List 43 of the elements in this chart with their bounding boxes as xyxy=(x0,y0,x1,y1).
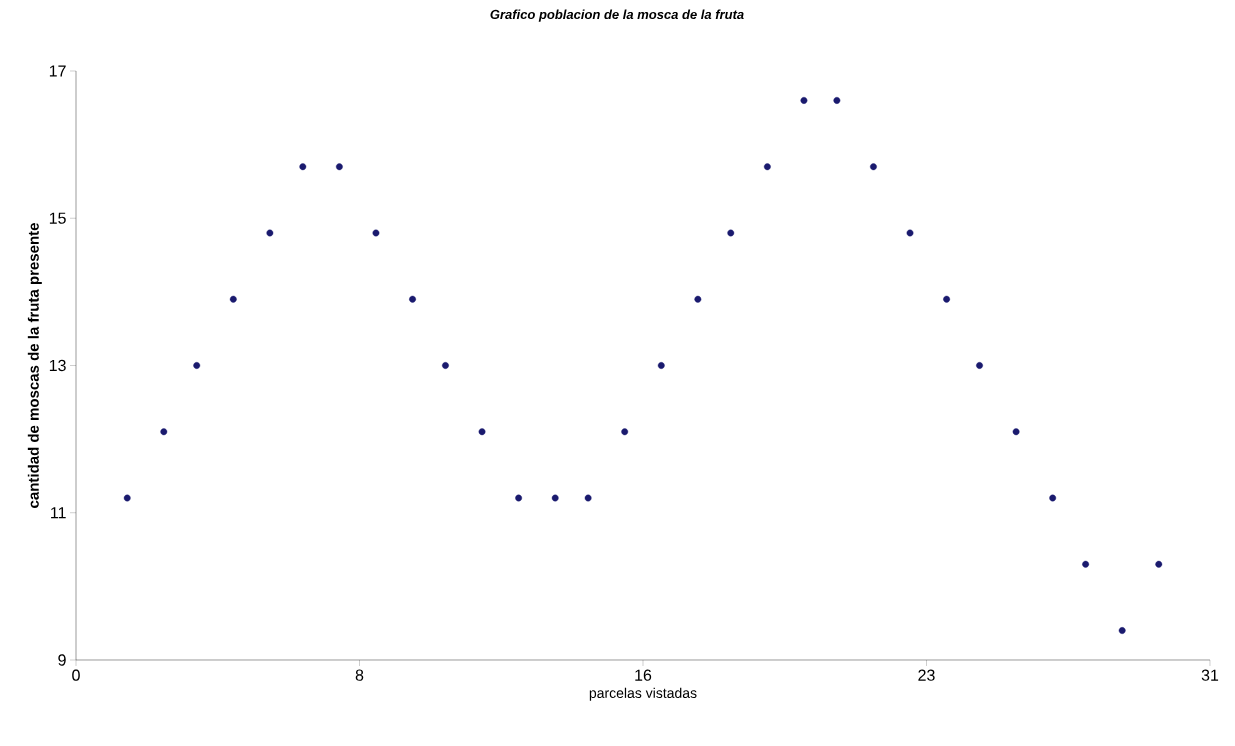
point xyxy=(976,362,983,369)
point xyxy=(1012,428,1020,436)
point xyxy=(727,229,735,237)
point xyxy=(193,362,201,369)
y-axis-title: cantidad de moscas de la fruta presente xyxy=(27,223,42,508)
point xyxy=(657,362,665,369)
point xyxy=(1118,627,1126,634)
point xyxy=(442,362,449,369)
point xyxy=(515,494,523,502)
point xyxy=(1082,560,1090,568)
point xyxy=(551,494,559,502)
x-tick-label: 16 xyxy=(635,669,652,681)
point xyxy=(694,295,702,303)
point xyxy=(763,163,771,171)
chart-title: Grafico poblacion de la mosca de la fruta xyxy=(490,9,744,22)
y-tick-label: 9 xyxy=(58,654,66,666)
point xyxy=(299,163,307,171)
point xyxy=(870,163,877,171)
y-tick-label: 17 xyxy=(49,65,66,77)
point xyxy=(906,229,914,237)
point xyxy=(800,97,808,104)
x-tick-label: 31 xyxy=(1201,669,1219,681)
x-tick-label: 23 xyxy=(918,669,935,681)
point xyxy=(621,428,629,436)
point xyxy=(833,97,841,104)
point xyxy=(409,295,416,303)
point xyxy=(160,428,168,436)
y-tick-label: 11 xyxy=(51,507,66,519)
y-tick-label: 13 xyxy=(49,359,66,372)
point xyxy=(1155,560,1163,568)
y-tick-label: 15 xyxy=(49,212,66,224)
point xyxy=(123,494,131,502)
point xyxy=(372,229,380,237)
point xyxy=(1049,494,1057,502)
point xyxy=(584,494,592,502)
point xyxy=(943,295,951,303)
point xyxy=(266,229,274,237)
x-tick-label: 0 xyxy=(72,669,80,681)
x-axis-title: parcelas vistadas xyxy=(589,687,697,701)
point xyxy=(229,295,237,303)
point xyxy=(335,163,343,171)
x-tick-label: 8 xyxy=(355,669,364,681)
point xyxy=(478,428,486,436)
